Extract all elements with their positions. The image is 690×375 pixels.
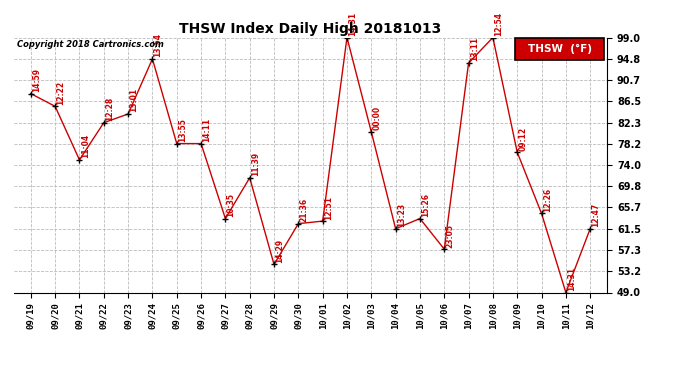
Text: THSW  (°F): THSW (°F): [528, 44, 592, 54]
Text: 14:11: 14:11: [202, 118, 211, 142]
Text: 12:47: 12:47: [591, 203, 600, 227]
Text: 13:01: 13:01: [129, 88, 138, 112]
Text: 12:22: 12:22: [57, 81, 66, 105]
Text: 00:00: 00:00: [373, 106, 382, 130]
Text: 09:12: 09:12: [518, 127, 527, 151]
Text: 15:26: 15:26: [421, 193, 430, 217]
Text: 14:31: 14:31: [567, 267, 576, 291]
Text: 10:35: 10:35: [226, 193, 235, 217]
Text: 14:29: 14:29: [275, 239, 284, 263]
FancyBboxPatch shape: [515, 38, 604, 60]
Text: 12:28: 12:28: [105, 97, 114, 121]
Text: 13:23: 13:23: [397, 203, 406, 227]
Text: 13:54: 13:54: [154, 33, 163, 57]
Text: 13:11: 13:11: [470, 38, 479, 62]
Text: 14:59: 14:59: [32, 68, 41, 92]
Text: 12:26: 12:26: [543, 188, 552, 212]
Text: 11:04: 11:04: [81, 134, 90, 158]
Text: 21:36: 21:36: [299, 198, 308, 222]
Text: Copyright 2018 Cartronics.com: Copyright 2018 Cartronics.com: [17, 40, 164, 49]
Text: 13:55: 13:55: [178, 118, 187, 142]
Text: 11:39: 11:39: [251, 152, 260, 176]
Text: 12:54: 12:54: [494, 12, 503, 36]
Title: THSW Index Daily High 20181013: THSW Index Daily High 20181013: [179, 22, 442, 36]
Text: 23:05: 23:05: [446, 224, 455, 248]
Text: 14:31: 14:31: [348, 12, 357, 36]
Text: 12:51: 12:51: [324, 196, 333, 220]
